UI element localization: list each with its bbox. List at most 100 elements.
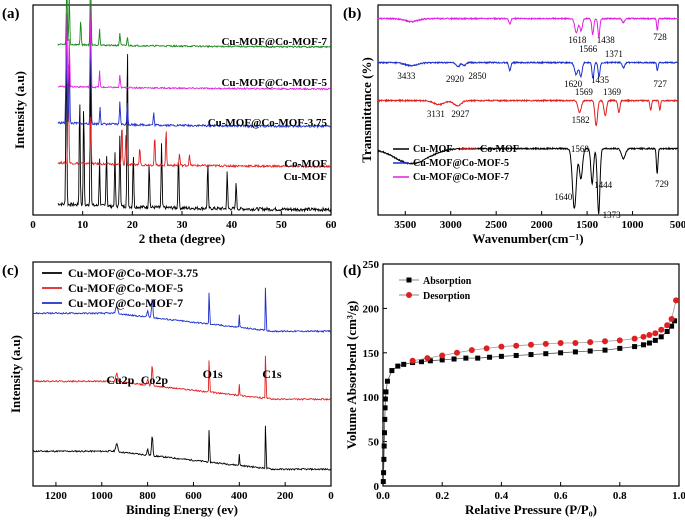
panel-b-ylabel: Transmittance (%) xyxy=(359,57,374,163)
panel-d-point-absorption xyxy=(381,470,387,476)
panel-d-point-absorption xyxy=(475,355,481,361)
panel-d-tick-label: 0.8 xyxy=(613,490,627,502)
panel-a-series-line xyxy=(57,4,332,91)
panel-b-peak-annotation: 2927 xyxy=(451,109,470,119)
panel-b-legend-label: Cu-MOF@Co-MOF-7 xyxy=(413,172,509,183)
panel-d-xlabel: Relative Pressure (P/P₀) xyxy=(465,502,597,517)
panel-a-tick-label: 10 xyxy=(77,219,89,231)
panel-c-legend-label: Cu-MOF@Co-MOF-5 xyxy=(68,281,183,295)
panel-d-point-absorption xyxy=(617,345,623,351)
panel-c-peak-label: Cu2p xyxy=(106,373,134,387)
panel-a-tick-label: 60 xyxy=(326,219,338,231)
panel-b-legend-label: Cu-MOF xyxy=(413,144,452,155)
panel-c-series-line xyxy=(32,287,331,333)
panel-d-point-desorption xyxy=(424,355,431,362)
panel-d-tick-label: 250 xyxy=(363,259,380,271)
panel-d-ylabel: Volume Absorbend (cm³/g) xyxy=(344,301,359,450)
panel-d-tick-label: 50 xyxy=(368,437,380,449)
panel-c-series-line xyxy=(32,355,332,401)
panel-d-point-absorption xyxy=(646,340,652,346)
panel-d-point-desorption xyxy=(646,332,653,339)
panel-d-point-absorption xyxy=(513,352,519,358)
panel-b-peak-annotation: 1369 xyxy=(603,87,622,97)
panel-d-tick-label: 150 xyxy=(363,348,380,360)
panel-b-tick-label: 1500 xyxy=(576,219,599,231)
panel-b-tick-label: 1000 xyxy=(622,219,645,231)
panel-c-tick-label: 800 xyxy=(139,490,156,502)
panel-d-tick-label: 0 xyxy=(374,481,380,493)
panel-b-series-line xyxy=(377,146,679,215)
panel-d-point-absorption xyxy=(652,337,658,343)
panel-d-point-absorption xyxy=(463,355,469,361)
panel-d-point-desorption xyxy=(631,335,638,342)
panel-b-peak-annotation: 1568 xyxy=(571,144,590,154)
panel-b-peak-annotation: 727 xyxy=(653,79,667,89)
panel-d-point-desorption xyxy=(498,343,505,350)
panel-c-xlabel: Binding Energy (ev) xyxy=(126,502,238,517)
panel-a-series-line xyxy=(57,2,331,129)
panel-b-peak-annotation: 1582 xyxy=(572,115,590,125)
panel-d-point-absorption xyxy=(528,352,534,358)
panel-d-point-absorption xyxy=(669,323,675,329)
panel-b-xlabel: Wavenumber(cm⁻¹) xyxy=(472,231,583,246)
panel-d-point-absorption xyxy=(587,348,593,354)
panel-d-point-absorption xyxy=(382,396,388,402)
panel-b-peak-annotation: 1438 xyxy=(597,35,616,45)
panel-a-tick-label: 30 xyxy=(177,219,189,231)
panel-a-series-line xyxy=(57,63,331,169)
panel-c-ylabel: Intensity (a.u) xyxy=(8,335,23,413)
panel-d-point-desorption xyxy=(439,352,446,359)
panel-d-point-desorption xyxy=(542,340,549,347)
panel-d-legend-swatch xyxy=(406,292,412,298)
panel-a-series-line xyxy=(57,0,332,49)
panel-b-peak-annotation: 729 xyxy=(655,179,669,189)
panel-d-tick-label: 0.2 xyxy=(435,490,449,502)
panel-c-tick-label: 600 xyxy=(185,490,202,502)
panel-d-label: (d) xyxy=(343,263,361,279)
panel-c-series-line xyxy=(32,425,332,472)
panel-b-peak-annotation: 1444 xyxy=(594,180,613,190)
panel-a-tick-label: 0 xyxy=(30,219,36,231)
panel-a-series-label: Cu-MOF@Co-MOF-5 xyxy=(221,77,327,89)
panel-a-series-label: Cu-MOF@Co-MOF-7 xyxy=(221,36,327,48)
panel-d-point-absorption xyxy=(389,368,395,374)
panel-b-peak-annotation: 728 xyxy=(653,32,667,42)
panel-d-tick-label: 100 xyxy=(363,392,380,404)
panel-c-label: (c) xyxy=(2,263,19,279)
panel-d-frame xyxy=(382,263,680,487)
panel-c-peak-label: O1s xyxy=(203,367,223,381)
panel-d-point-absorption xyxy=(498,353,504,359)
panel-d-point-desorption xyxy=(513,342,520,349)
panel-b-peak-annotation: 1618 xyxy=(568,35,587,45)
panel-b-series-line xyxy=(377,98,679,127)
panel-d-point-absorption xyxy=(380,479,386,485)
panel-c-tick-label: 1200 xyxy=(45,490,68,502)
panel-d-point-desorption xyxy=(658,326,665,333)
panel-d-tick-label: 0.4 xyxy=(495,490,509,502)
panel-d-point-desorption xyxy=(409,357,416,364)
panel-b-peak-annotation: 3131 xyxy=(427,109,445,119)
panel-d-point-absorption xyxy=(558,350,564,356)
panel-d-point-desorption xyxy=(673,297,680,304)
panel-d-point-absorption xyxy=(382,416,388,422)
panel-d-point-absorption xyxy=(381,443,387,449)
panel-a-label: (a) xyxy=(2,6,20,22)
panel-b-peak-annotation: 1566 xyxy=(579,44,598,54)
panel-b-peak-annotation: 1371 xyxy=(605,49,623,59)
panel-d-point-desorption xyxy=(528,341,534,348)
panel-a-series-label: Cu-MOF xyxy=(284,171,328,183)
panel-d-point-absorption xyxy=(401,361,407,367)
panel-c-tick-label: 1000 xyxy=(91,490,114,502)
panel-d-point-desorption xyxy=(602,338,608,345)
panel-c-peak-label: C1s xyxy=(262,367,282,381)
panel-d-tick-label: 200 xyxy=(363,303,380,315)
panel-d-point-absorption xyxy=(658,334,664,340)
panel-d-point-desorption xyxy=(557,340,564,347)
panel-d-point-absorption xyxy=(439,357,445,363)
panel-a-tick-label: 40 xyxy=(226,219,238,231)
panel-b-tick-label: 2500 xyxy=(485,219,508,231)
panel-d-point-absorption xyxy=(640,342,646,348)
panel-b-peak-annotation: 2850 xyxy=(468,71,487,81)
panel-b-peak-annotation: 1640 xyxy=(554,192,573,202)
panel-d-point-absorption xyxy=(451,356,457,362)
